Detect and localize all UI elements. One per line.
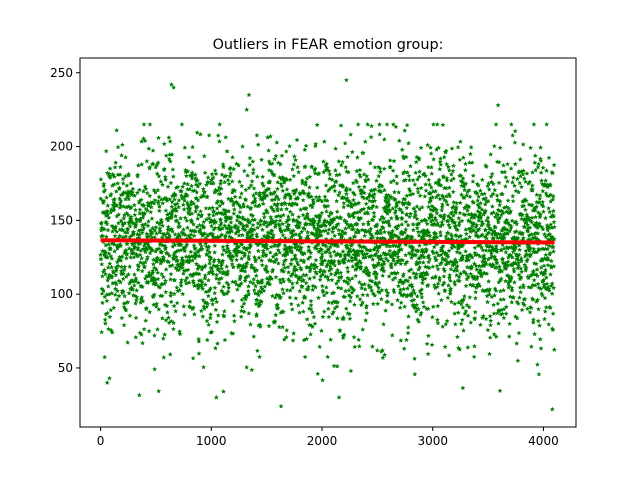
y-tick-label: 250 (50, 66, 73, 80)
x-axis: 0 1000 2000 3000 4000 (97, 427, 559, 448)
y-tick-label: 50 (58, 361, 73, 375)
mean-line-layer (100, 238, 555, 245)
scatter-points (98, 77, 557, 412)
y-tick-label: 200 (50, 140, 73, 154)
x-tick-label: 2000 (307, 434, 338, 448)
y-tick-label: 100 (50, 287, 73, 301)
x-tick-label: 0 (97, 434, 105, 448)
y-tick-label: 150 (50, 213, 73, 227)
x-tick-label: 3000 (417, 434, 448, 448)
points-layer (98, 77, 557, 412)
plot-frame (79, 57, 577, 428)
x-tick-label: 1000 (196, 434, 227, 448)
chart-title: Outliers in FEAR emotion group: (213, 37, 444, 53)
mean-line (100, 238, 555, 245)
x-tick-label: 4000 (528, 434, 559, 448)
y-axis: 50 100 150 200 250 (50, 66, 80, 375)
